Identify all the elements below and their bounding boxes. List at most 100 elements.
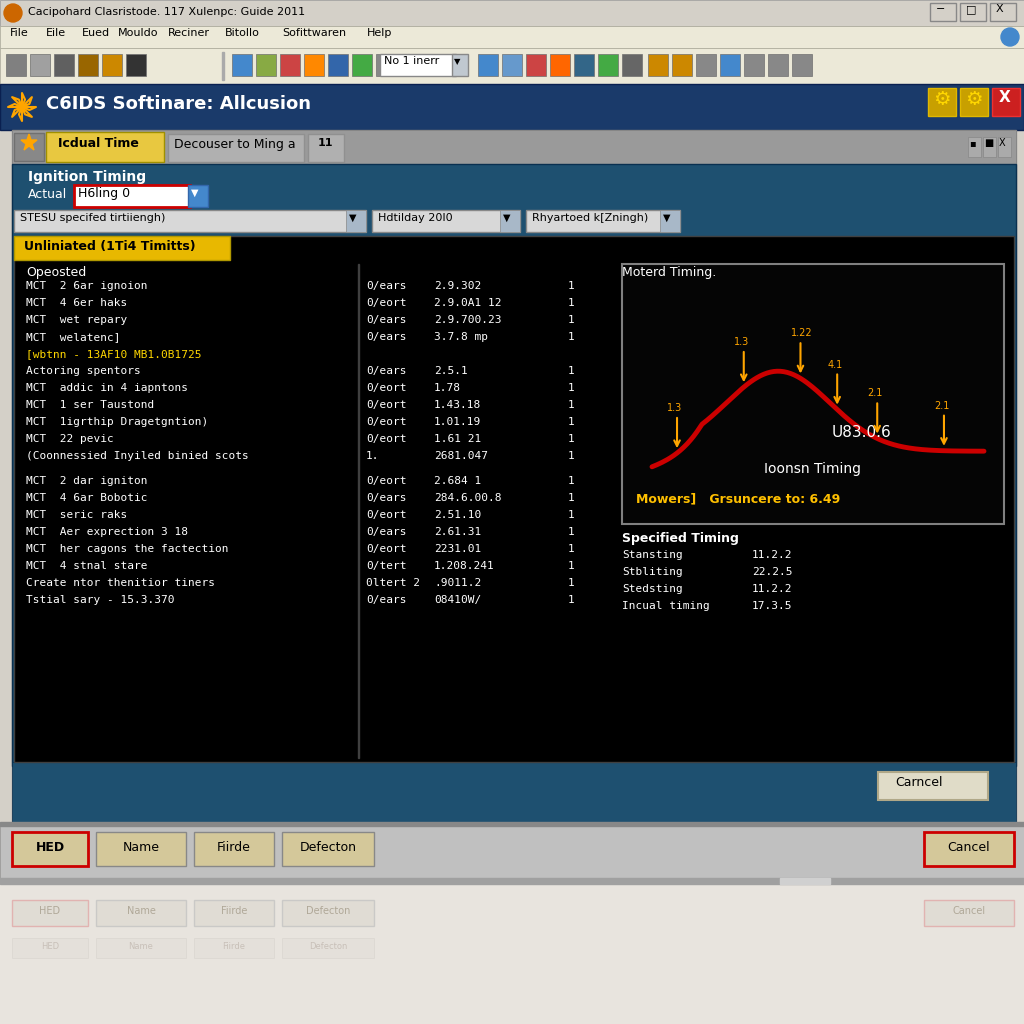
Bar [74, 185, 190, 207]
Text: Opeosted: Opeosted [26, 266, 86, 279]
Bar [256, 54, 276, 76]
Text: 1.01.19: 1.01.19 [434, 417, 481, 427]
Bar [188, 185, 208, 207]
Text: 1: 1 [568, 400, 574, 410]
Text: 11: 11 [318, 138, 334, 148]
Text: MCT  4 stnal stare: MCT 4 stnal stare [26, 561, 147, 571]
Text: 0/ears: 0/ears [366, 281, 407, 291]
Bar [550, 54, 570, 76]
Text: 1: 1 [568, 544, 574, 554]
Bar [574, 54, 594, 76]
Text: Reciner: Reciner [168, 28, 210, 38]
Text: 0/eort: 0/eort [366, 298, 407, 308]
Text: 4.1: 4.1 [827, 359, 843, 370]
Text: Unliniated (1Ti4 Timitts): Unliniated (1Ti4 Timitts) [24, 240, 196, 253]
Text: 1: 1 [568, 476, 574, 486]
Bar [924, 831, 1014, 866]
Text: 0/eort: 0/eort [366, 434, 407, 444]
Text: X: X [996, 4, 1004, 14]
Bar [502, 54, 522, 76]
Bar [478, 54, 498, 76]
Text: 3.7.8 mp: 3.7.8 mp [434, 332, 488, 342]
Text: 0/eort: 0/eort [366, 544, 407, 554]
Bar [622, 264, 1004, 524]
Text: Cancel: Cancel [952, 906, 985, 916]
Text: 0/eort: 0/eort [366, 476, 407, 486]
Text: 2.5.1: 2.5.1 [434, 366, 468, 376]
Text: MCT  wet repary: MCT wet repary [26, 315, 127, 325]
Text: Mouldo: Mouldo [118, 28, 159, 38]
Bar [0, 878, 1024, 884]
Bar [12, 130, 1016, 164]
Text: Rhyartoed k[Zningh): Rhyartoed k[Zningh) [532, 213, 648, 223]
Text: 0/ears: 0/ears [366, 366, 407, 376]
Text: MCT  Aer exprection 3 18: MCT Aer exprection 3 18 [26, 527, 188, 537]
Bar [998, 137, 1011, 157]
Bar [30, 54, 50, 76]
Bar [96, 900, 186, 926]
Text: 1: 1 [568, 451, 574, 461]
Text: 0/ears: 0/ears [366, 595, 407, 605]
Bar [526, 54, 546, 76]
Bar [983, 137, 996, 157]
Text: X: X [999, 138, 1006, 148]
Text: Mowers]   Grsuncere to: 6.49: Mowers] Grsuncere to: 6.49 [636, 493, 841, 506]
Text: Cacipohard Clasristode. 117 Xulenpc: Guide 2011: Cacipohard Clasristode. 117 Xulenpc: Gui… [28, 7, 305, 17]
Bar [194, 938, 274, 958]
Circle shape [4, 4, 22, 22]
Bar [0, 882, 1024, 1024]
Text: □: □ [966, 4, 977, 14]
Text: ▼: ▼ [454, 57, 461, 66]
Bar [622, 54, 642, 76]
Text: STESU specifed tirtiiengh): STESU specifed tirtiiengh) [20, 213, 165, 223]
Text: 0/ears: 0/ears [366, 315, 407, 325]
Bar [54, 54, 74, 76]
Text: 1: 1 [568, 493, 574, 503]
Bar [168, 134, 304, 162]
Bar [0, 826, 1024, 882]
Text: 22.2.5: 22.2.5 [752, 567, 793, 577]
Text: Defecton: Defecton [306, 906, 350, 916]
Bar [96, 831, 186, 866]
Text: 1.61 21: 1.61 21 [434, 434, 481, 444]
Text: Name: Name [129, 942, 154, 951]
Text: 1.78: 1.78 [434, 383, 461, 393]
Text: 1: 1 [568, 315, 574, 325]
Text: Icdual Time: Icdual Time [58, 137, 139, 150]
Bar [500, 210, 520, 232]
Text: Defecton: Defecton [309, 942, 347, 951]
Bar [282, 938, 374, 958]
Text: 0/tert: 0/tert [366, 561, 407, 571]
Bar [12, 938, 88, 958]
Text: No 1 inerr: No 1 inerr [384, 56, 439, 66]
Bar [928, 88, 956, 116]
Bar [961, 3, 986, 22]
Text: Bitollo: Bitollo [225, 28, 260, 38]
Text: MCT  seric raks: MCT seric raks [26, 510, 127, 520]
Text: 1: 1 [568, 298, 574, 308]
Text: Tstial sary - 15.3.370: Tstial sary - 15.3.370 [26, 595, 174, 605]
Text: 0/eort: 0/eort [366, 417, 407, 427]
Text: 1: 1 [568, 527, 574, 537]
Bar [768, 54, 788, 76]
Text: 0/ears: 0/ears [366, 527, 407, 537]
Text: MCT  1igrthip Dragetgntion): MCT 1igrthip Dragetgntion) [26, 417, 208, 427]
Text: Actoring spentors: Actoring spentors [26, 366, 140, 376]
Text: 1: 1 [568, 383, 574, 393]
Text: 284.6.00.8: 284.6.00.8 [434, 493, 502, 503]
Text: Stbliting: Stbliting [622, 567, 683, 577]
Text: Cancel: Cancel [947, 841, 990, 854]
Text: (Coonnessied Inyiled binied scots: (Coonnessied Inyiled binied scots [26, 451, 249, 461]
Bar [282, 831, 374, 866]
Bar [598, 54, 618, 76]
Bar [12, 831, 88, 866]
Bar [968, 137, 981, 157]
Text: Ignition Timing: Ignition Timing [28, 170, 146, 184]
Bar [744, 54, 764, 76]
Bar [720, 54, 740, 76]
Text: Eued: Eued [82, 28, 111, 38]
Text: MCT  2 6ar ignoion: MCT 2 6ar ignoion [26, 281, 147, 291]
Bar [930, 3, 956, 22]
Text: Defecton: Defecton [299, 841, 356, 854]
Text: X: X [999, 90, 1011, 105]
